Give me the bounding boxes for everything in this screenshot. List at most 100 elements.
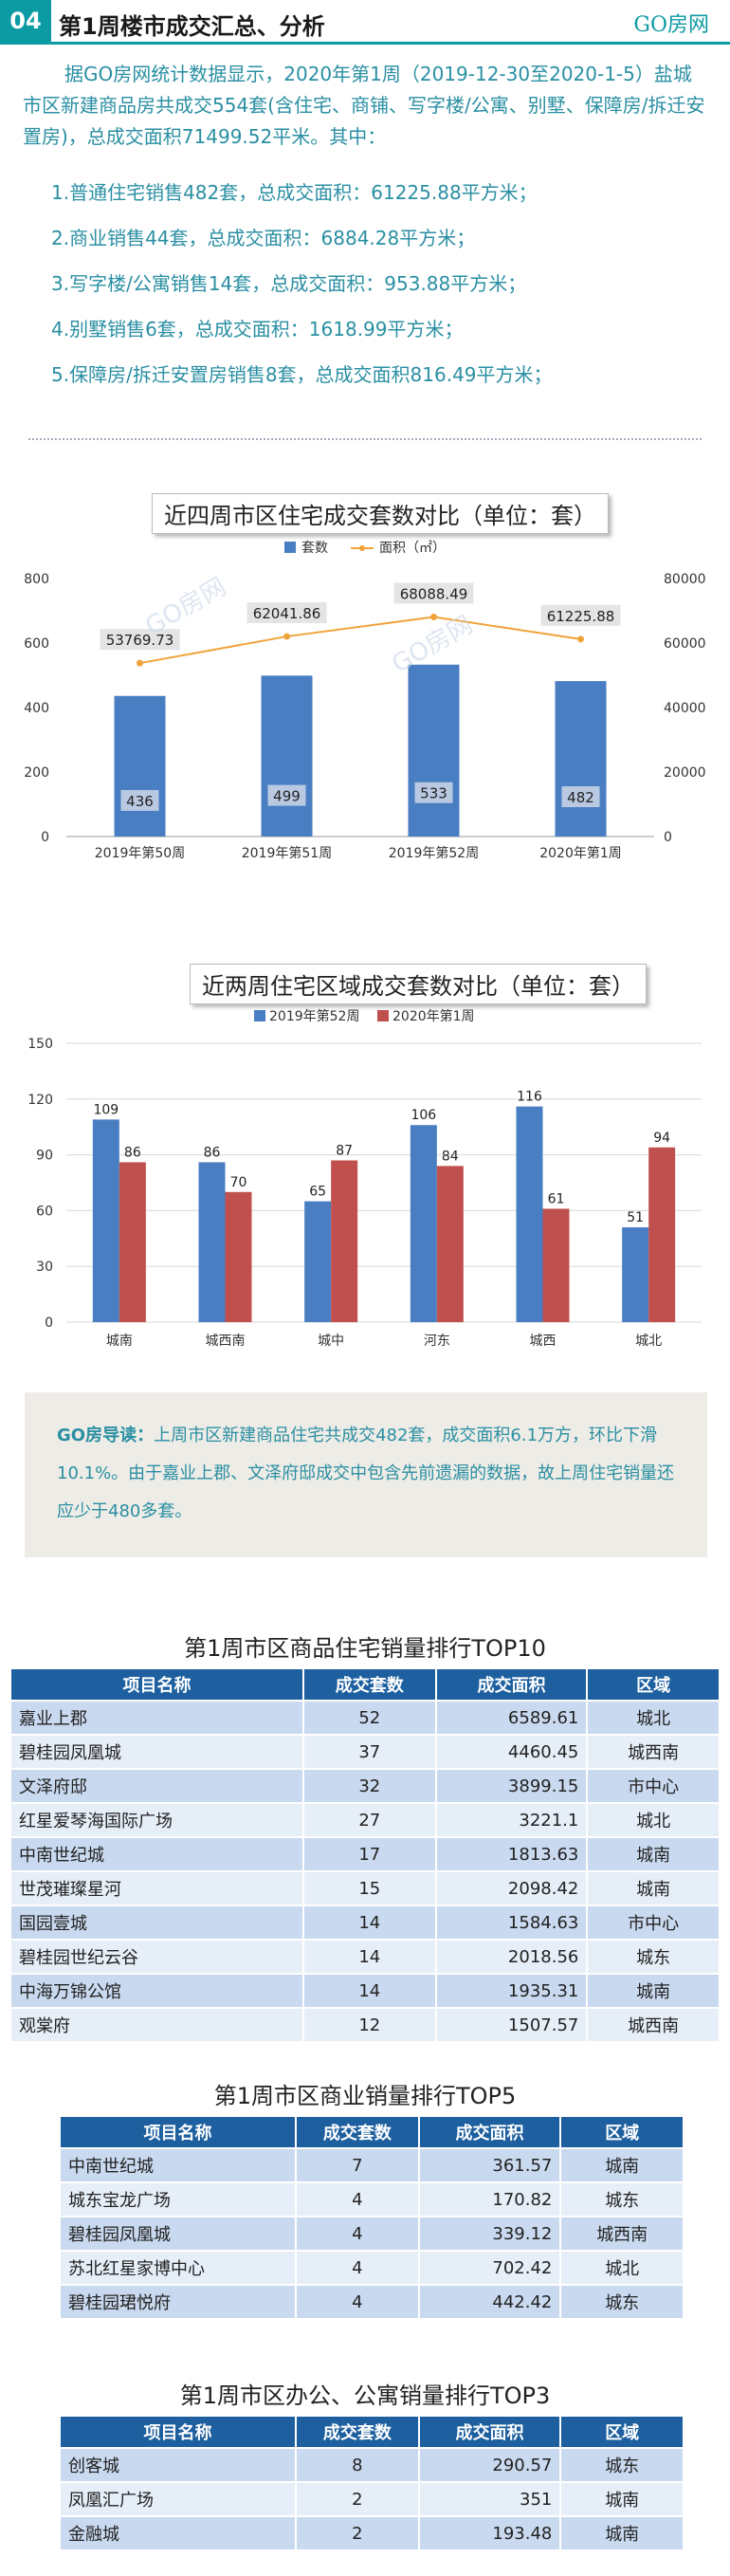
weekly-sales-svg: 套数 面积（㎡） 0 200 400 600 800 0 20000 40000 60000 8000…	[24, 541, 706, 861]
bar-data-label: 86	[124, 1145, 141, 1160]
table-cell: 中海万锦公馆	[9, 1973, 304, 2009]
chart-title: 近四周市区住宅成交套数对比（单位：套）	[152, 493, 609, 534]
bar-series-1	[92, 1119, 119, 1322]
guide-text: 上周市区新建商品住宅共成交482套，成交面积6.1万方，环比下滑10.1%。由于…	[57, 1426, 675, 1521]
table-cell: 碧桂园珺悦府	[58, 2284, 298, 2320]
section-number: 04	[0, 0, 51, 42]
bar-series-2	[119, 1162, 146, 1322]
table-row: 碧桂园凤凰城 37 4460.45 城西南	[9, 1734, 721, 1770]
table-header-row: 项目名称 成交套数 成交面积 区域	[9, 1667, 721, 1702]
y-tick-label: 90	[36, 1149, 53, 1164]
table-row: 金融城 2 193.48 城南	[58, 2515, 684, 2551]
table-cell: 中南世纪城	[9, 1836, 304, 1872]
chart-title: 近两周住宅区域成交套数对比（单位：套）	[190, 964, 647, 1004]
table-cell: 17	[301, 1836, 437, 1872]
bar-series-2	[542, 1208, 570, 1322]
bar-series-1	[516, 1106, 543, 1322]
y-right-tick-label: 40000	[664, 701, 706, 716]
table-cell: 城南	[586, 1836, 721, 1872]
table-cell: 城南	[559, 2515, 684, 2551]
legend-marker	[359, 545, 365, 551]
table-cell: 14	[301, 1904, 437, 1941]
y-tick-label: 60	[36, 1204, 53, 1219]
y-left-tick-label: 0	[41, 830, 49, 845]
table-row: 世茂璀璨星河 15 2098.42 城南	[9, 1870, 721, 1906]
table-cell: 2	[295, 2481, 420, 2517]
column-header: 成交套数	[295, 2115, 420, 2149]
residential-table-title: 第1周市区商品住宅销量排行TOP10	[184, 1635, 546, 1662]
table-cell: 城东宝龙广场	[58, 2181, 298, 2217]
summary-point: 2.商业销售44套，总成交面积：6884.28平方米；	[51, 227, 476, 249]
table-cell: 城南	[586, 1870, 721, 1906]
table-cell: 苏北红星家博中心	[58, 2250, 298, 2286]
table-cell: 城西南	[559, 2216, 684, 2252]
y-tick-label: 30	[36, 1260, 53, 1275]
bar-data-label: 106	[411, 1108, 436, 1123]
x-tick-label: 城南	[106, 1334, 133, 1349]
table-cell: 城北	[586, 1700, 721, 1736]
table-row: 碧桂园珺悦府 4 442.42 城东	[58, 2284, 684, 2320]
section-title: 第1周楼市成交汇总、分析	[59, 13, 325, 40]
bar	[408, 664, 460, 837]
bar-label-bg	[267, 784, 306, 806]
table-cell: 碧桂园凤凰城	[58, 2216, 298, 2252]
table-cell: 170.82	[417, 2181, 562, 2217]
table-cell: 城北	[559, 2250, 684, 2286]
table-cell: 金融城	[58, 2515, 298, 2551]
summary-point: 4.别墅销售6套，总成交面积：1618.99平方米；	[51, 318, 464, 340]
district-sales-chart: 近两周住宅区域成交套数对比（单位：套） 2019年第52周 2020年第1周 0 30…	[0, 958, 730, 1356]
y-tick-label: 0	[45, 1316, 53, 1331]
column-header: 区域	[586, 1667, 721, 1702]
table-cell: 4	[295, 2216, 420, 2252]
x-tick-label: 2019年第50周	[95, 845, 185, 861]
bar	[555, 681, 607, 837]
table-cell: 14	[301, 1939, 437, 1975]
line-data-label: 68088.49	[400, 585, 468, 602]
line-label-bg	[100, 629, 180, 651]
column-header: 项目名称	[9, 1667, 304, 1702]
table-row: 碧桂园凤凰城 4 339.12 城西南	[58, 2216, 684, 2252]
table-cell: 6589.61	[434, 1700, 589, 1736]
table-row: 城东宝龙广场 4 170.82 城东	[58, 2181, 684, 2217]
y-tick-label: 150	[27, 1037, 53, 1052]
x-tick-label: 河东	[424, 1334, 450, 1349]
table-row: 国园壹城 14 1584.63 市中心	[9, 1904, 721, 1941]
bar-data-label: 499	[273, 788, 301, 805]
y-left-tick-label: 800	[24, 572, 49, 587]
intro-paragraph: 据GO房网统计数据显示，2020年第1周（2019-12-30至2020-1-5…	[23, 63, 705, 148]
table-cell: 嘉业上郡	[9, 1700, 304, 1736]
table-cell: 702.42	[417, 2250, 562, 2286]
table-cell: 2018.56	[434, 1939, 589, 1975]
column-header: 项目名称	[58, 2115, 298, 2149]
bar-data-label: 436	[126, 793, 154, 810]
table-cell: 193.48	[417, 2515, 562, 2551]
table-row: 凤凰汇广场 2 351 城南	[58, 2481, 684, 2517]
brand-logo: GO房网	[633, 13, 709, 37]
table-row: 中海万锦公馆 14 1935.31 城南	[9, 1973, 721, 2009]
legend-swatch-bars	[284, 542, 296, 553]
bar-data-label: 51	[627, 1210, 644, 1225]
table-cell: 27	[301, 1802, 437, 1838]
commercial-table-title: 第1周市区商业销量排行TOP5	[213, 2083, 517, 2109]
x-tick-label: 2020年第1周	[539, 845, 622, 861]
y-right-tick-label: 0	[664, 830, 672, 845]
line-label-bg	[246, 602, 327, 624]
table-cell: 290.57	[417, 2447, 562, 2483]
bar-data-label: 86	[204, 1145, 221, 1160]
table-cell: 城南	[559, 2481, 684, 2517]
table-cell: 361.57	[417, 2147, 562, 2183]
office-table-title: 第1周市区办公、公寓销量排行TOP3	[179, 2383, 551, 2409]
line-data-label: 61225.88	[547, 608, 615, 625]
line-point	[283, 633, 290, 640]
bar-data-label: 87	[336, 1143, 353, 1158]
guide-box: GO房导读：上周市区新建商品住宅共成交482套，成交面积6.1万方，环比下滑10…	[25, 1392, 707, 1557]
table-cell: 市中心	[586, 1904, 721, 1941]
table-cell: 2	[295, 2515, 420, 2551]
weekly-sales-chart: 近四周市区住宅成交套数对比（单位：套） 套数 面积（㎡） 0 200 400 600 800…	[0, 484, 730, 863]
table-header-row: 项目名称 成交套数 成交面积 区域	[58, 2415, 684, 2449]
y-right-tick-label: 60000	[664, 636, 706, 652]
guide-label: GO房导读：	[57, 1426, 155, 1445]
table-cell: 37	[301, 1734, 437, 1770]
table-cell: 红星爱琴海国际广场	[9, 1802, 304, 1838]
line-point	[430, 613, 437, 620]
